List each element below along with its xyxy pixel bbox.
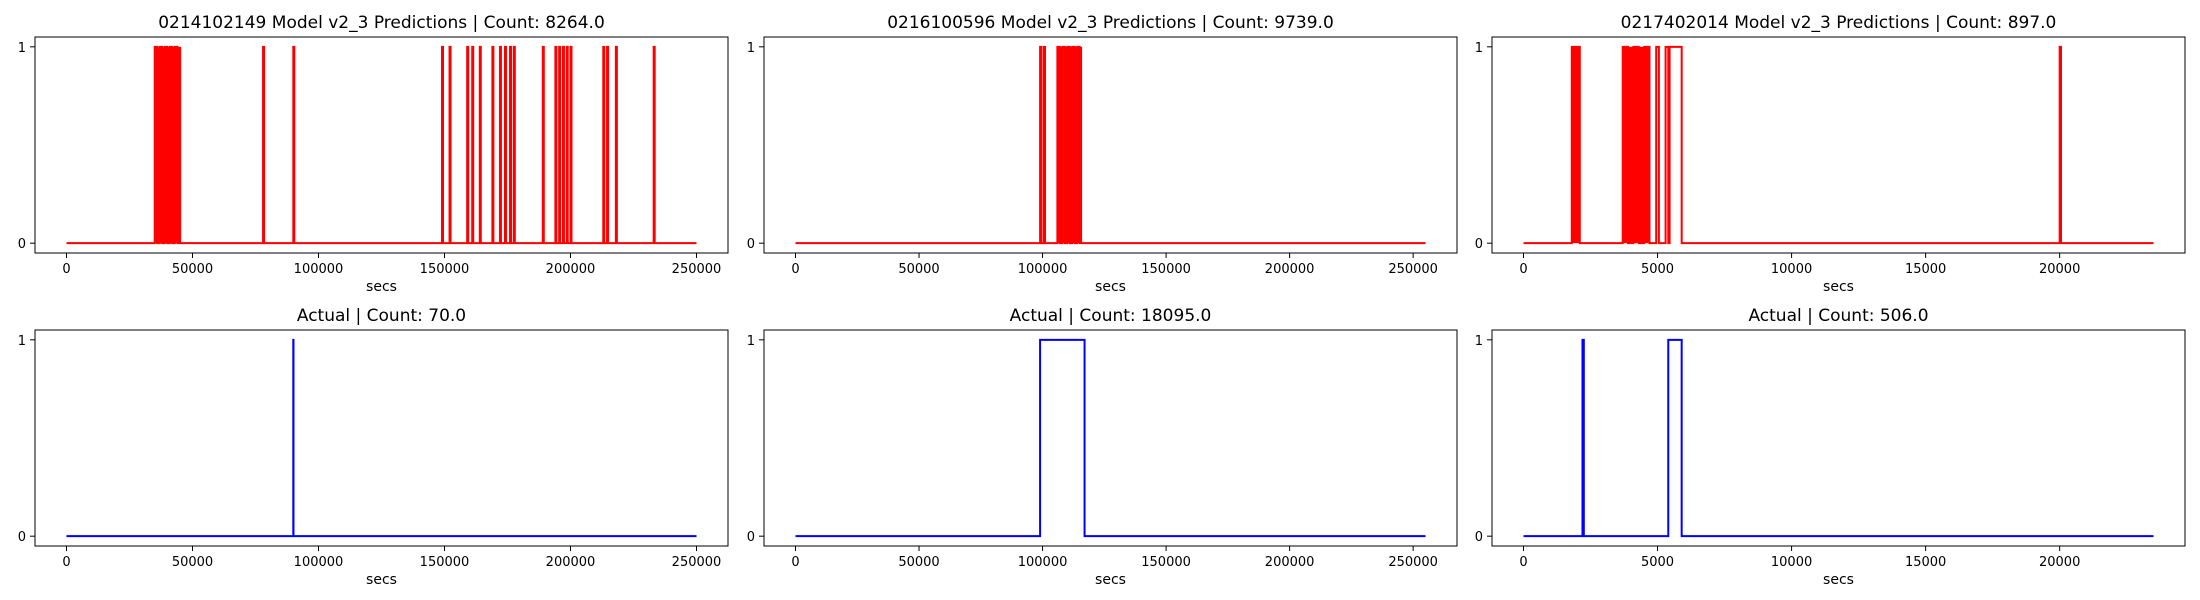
series-line bbox=[795, 45, 1426, 245]
series-1 bbox=[1523, 45, 2154, 245]
x-tick-label: 20000 bbox=[2039, 555, 2080, 570]
x-tick-label: 100000 bbox=[1018, 262, 1068, 277]
x-tick-label: 50000 bbox=[898, 262, 939, 277]
x-tick-label: 150000 bbox=[1141, 262, 1191, 277]
y-tick-label: 0 bbox=[747, 530, 755, 545]
axes-frame bbox=[34, 329, 729, 547]
x-tick-label: 100000 bbox=[1018, 555, 1068, 570]
y-tick-label: 0 bbox=[1475, 237, 1483, 252]
y-tick-label: 1 bbox=[1475, 334, 1483, 349]
x-tick-label: 10000 bbox=[1771, 262, 1812, 277]
dense-switching-band bbox=[1571, 46, 1580, 244]
x-tick-label: 10000 bbox=[1771, 555, 1812, 570]
x-tick-label: 250000 bbox=[1388, 262, 1438, 277]
axes-frame bbox=[763, 329, 1458, 547]
x-tick-label: 0 bbox=[791, 262, 799, 277]
subplot-4: Actual | Count: 70.0 0 50000 100000 150000 20… bbox=[18, 306, 729, 588]
x-tick-label: 5000 bbox=[1641, 262, 1674, 277]
y-tick-label: 0 bbox=[747, 237, 755, 252]
subplot-title: Actual | Count: 70.0 bbox=[297, 306, 466, 326]
x-tick-label: 200000 bbox=[1265, 262, 1315, 277]
x-tick-label: 250000 bbox=[672, 555, 722, 570]
x-tick-label: 0 bbox=[1519, 262, 1527, 277]
series-1 bbox=[66, 45, 697, 245]
subplot-title: Actual | Count: 506.0 bbox=[1748, 306, 1928, 326]
x-tick-label: 250000 bbox=[1388, 555, 1438, 570]
y-tick-label: 1 bbox=[747, 41, 755, 56]
series-line bbox=[1523, 338, 2154, 538]
x-axis-label: secs bbox=[1823, 279, 1854, 295]
x-tick-label: 0 bbox=[1519, 555, 1527, 570]
x-axis-label: secs bbox=[366, 572, 397, 588]
axes-frame bbox=[1491, 329, 2186, 547]
subplot-title: Actual | Count: 18095.0 bbox=[1010, 306, 1212, 326]
x-tick-label: 50000 bbox=[172, 262, 213, 277]
x-axis-label: secs bbox=[1823, 572, 1854, 588]
y-tick-label: 1 bbox=[18, 41, 26, 56]
y-tick-label: 1 bbox=[18, 334, 26, 349]
x-tick-label: 15000 bbox=[1905, 555, 1946, 570]
series-1 bbox=[795, 338, 1426, 538]
subplot-title: 0214102149 Model v2_3 Predictions | Coun… bbox=[158, 13, 605, 33]
y-tick-label: 0 bbox=[18, 237, 26, 252]
subplot-1: 0214102149 Model v2_3 Predictions | Coun… bbox=[18, 13, 729, 295]
y-tick-label: 1 bbox=[747, 334, 755, 349]
x-axis-label: secs bbox=[366, 279, 397, 295]
x-tick-label: 0 bbox=[62, 262, 70, 277]
axes-frame bbox=[34, 36, 729, 254]
x-axis-label: secs bbox=[1095, 279, 1126, 295]
subplot-title: 0217402014 Model v2_3 Predictions | Coun… bbox=[1621, 13, 2057, 33]
series-1 bbox=[795, 45, 1426, 245]
subplot-6: Actual | Count: 506.0 0 5000 10000 15000 2000… bbox=[1475, 306, 2186, 588]
subplot-3: 0217402014 Model v2_3 Predictions | Coun… bbox=[1475, 13, 2186, 295]
x-tick-label: 250000 bbox=[672, 262, 722, 277]
axes-frame bbox=[763, 36, 1458, 254]
x-tick-label: 200000 bbox=[546, 262, 596, 277]
x-tick-label: 100000 bbox=[294, 262, 344, 277]
x-tick-label: 15000 bbox=[1905, 262, 1946, 277]
x-tick-label: 200000 bbox=[1265, 555, 1315, 570]
x-tick-label: 150000 bbox=[420, 262, 470, 277]
x-tick-label: 200000 bbox=[546, 555, 596, 570]
x-tick-label: 50000 bbox=[172, 555, 213, 570]
y-tick-label: 0 bbox=[1475, 530, 1483, 545]
x-tick-label: 100000 bbox=[294, 555, 344, 570]
series-line bbox=[66, 338, 697, 538]
y-tick-label: 0 bbox=[18, 530, 26, 545]
x-axis-label: secs bbox=[1095, 572, 1126, 588]
x-tick-label: 150000 bbox=[1141, 555, 1191, 570]
x-tick-label: 150000 bbox=[420, 555, 470, 570]
y-tick-label: 1 bbox=[1475, 41, 1483, 56]
series-line bbox=[1523, 45, 2154, 245]
subplot-5: Actual | Count: 18095.0 0 50000 100000 15000… bbox=[747, 306, 1458, 588]
x-tick-label: 0 bbox=[791, 555, 799, 570]
series-line bbox=[66, 45, 697, 245]
x-tick-label: 0 bbox=[62, 555, 70, 570]
x-tick-label: 5000 bbox=[1641, 555, 1674, 570]
series-line bbox=[795, 338, 1426, 538]
dense-switching-band bbox=[1622, 46, 1650, 244]
subplot-title: 0216100596 Model v2_3 Predictions | Coun… bbox=[887, 13, 1334, 33]
series-1 bbox=[66, 338, 697, 538]
x-tick-label: 20000 bbox=[2039, 262, 2080, 277]
series-1 bbox=[1523, 338, 2154, 538]
subplot-2: 0216100596 Model v2_3 Predictions | Coun… bbox=[747, 13, 1458, 295]
x-tick-label: 50000 bbox=[898, 555, 939, 570]
axes-frame bbox=[1491, 36, 2186, 254]
